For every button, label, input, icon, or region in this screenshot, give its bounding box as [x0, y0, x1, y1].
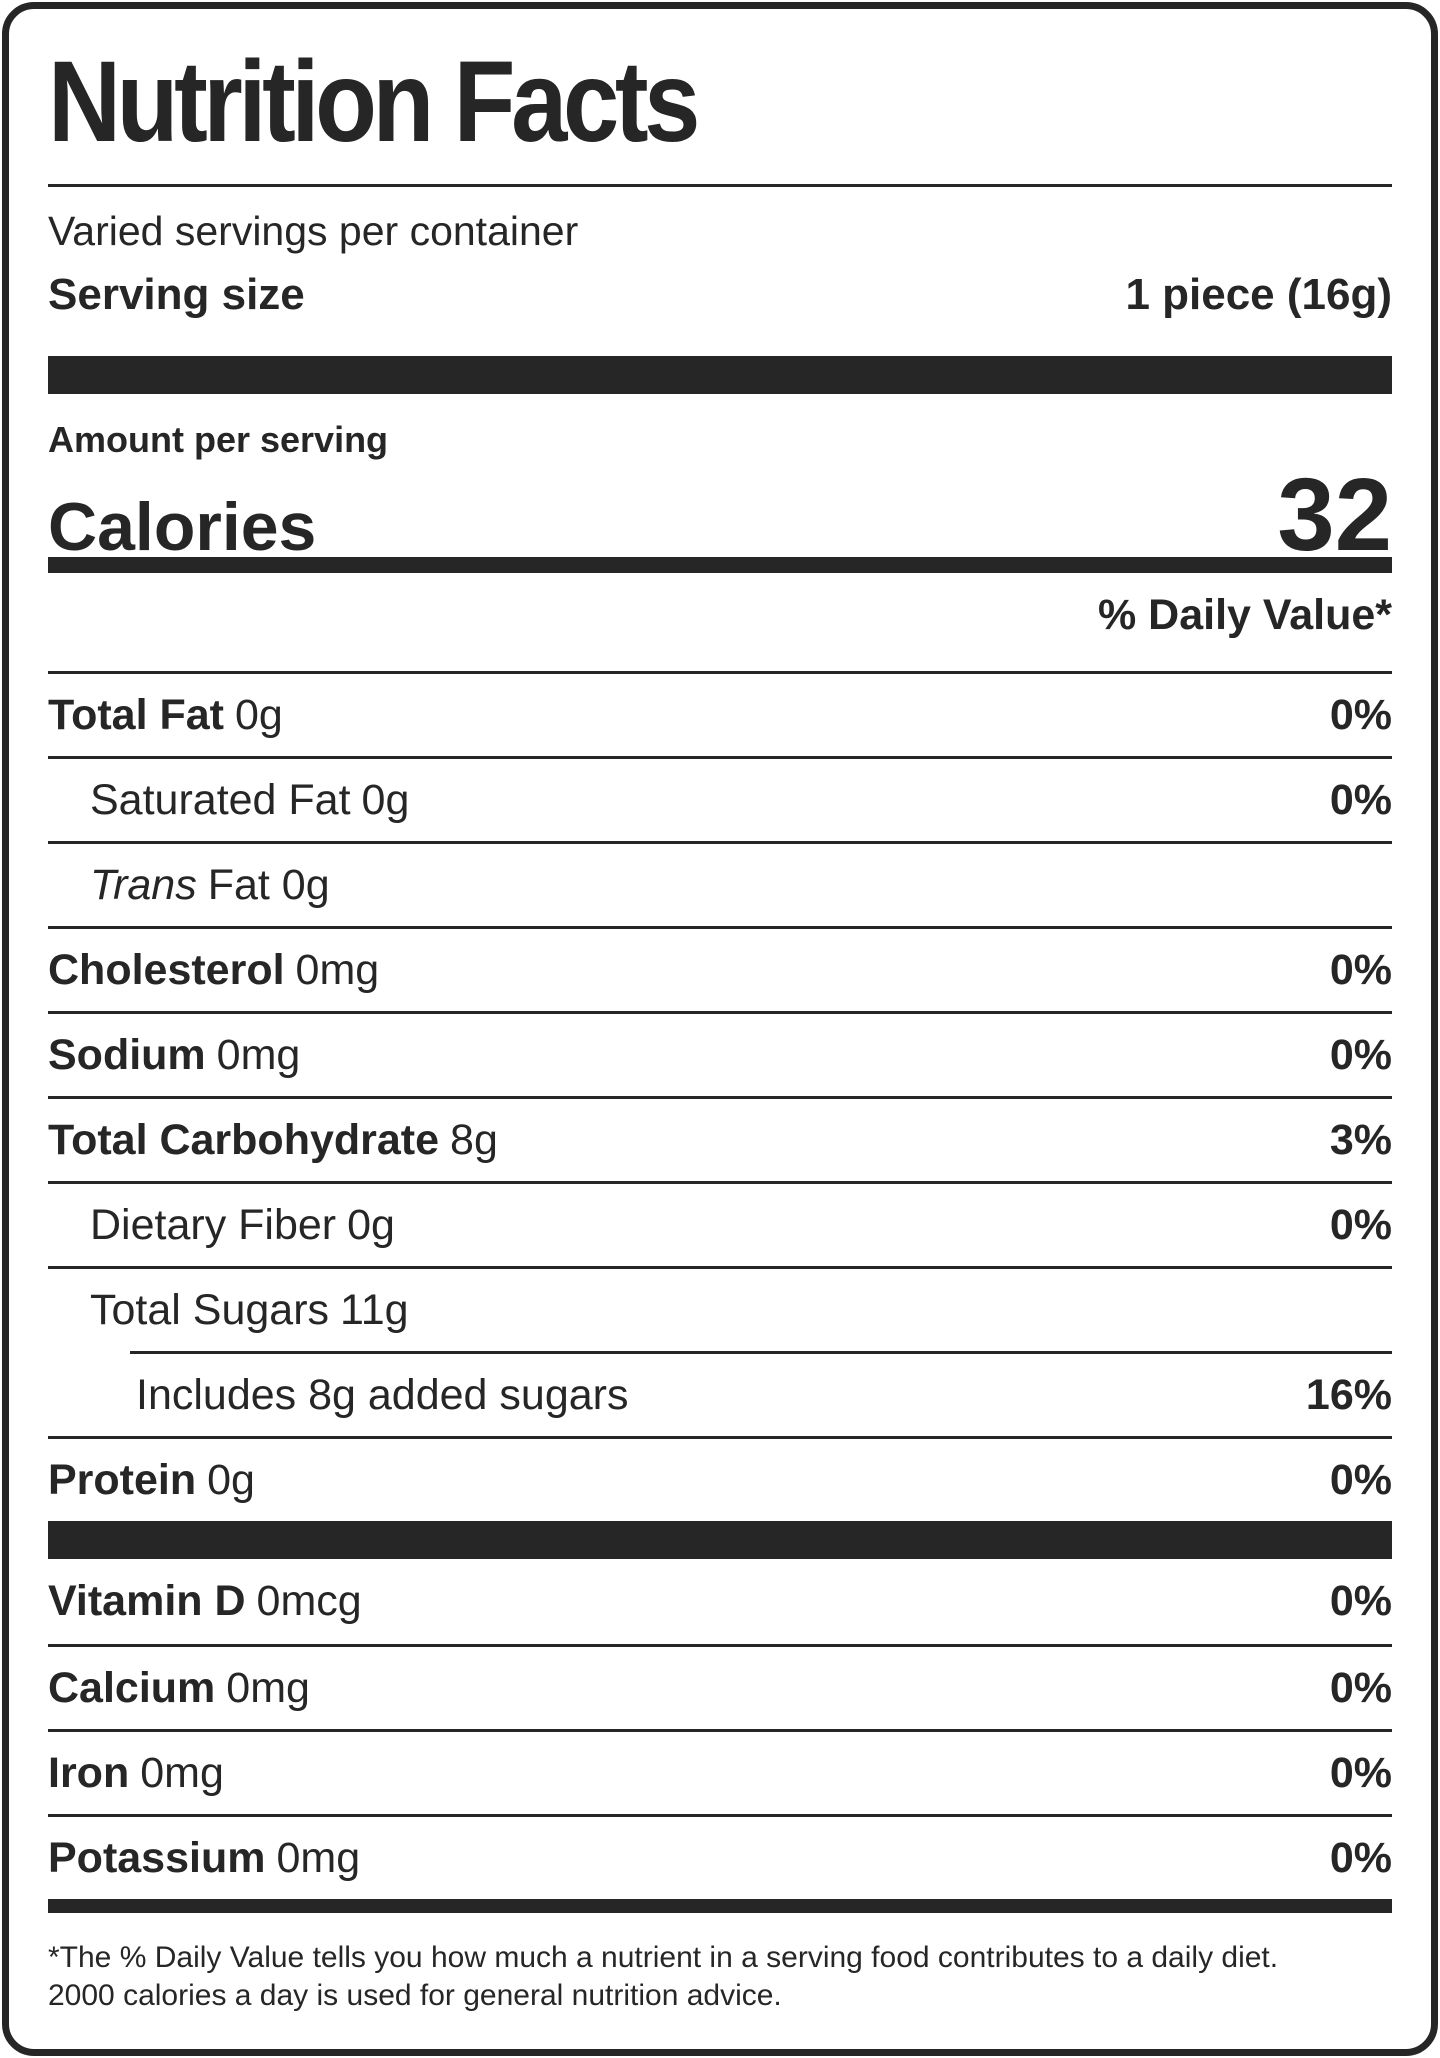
nutrient-name: Sodium: [48, 1030, 206, 1079]
nutrition-facts-label: Nutrition Facts Varied servings per cont…: [48, 0, 1392, 2015]
calories-label: Calories: [48, 489, 317, 566]
footnote-line-2: 2000 calories a day is used for general …: [48, 1979, 782, 2013]
serving-size-label: Serving size: [48, 269, 305, 319]
row-total-sugars: Total Sugars 11g: [48, 1266, 1392, 1351]
calories-row: Calories 32: [48, 460, 1392, 568]
vitamin-dv: 0%: [1329, 1663, 1392, 1712]
nutrient-amount: 0mg: [216, 1030, 301, 1079]
row-cholesterol: Cholesterol 0mg 0%: [48, 926, 1392, 1011]
row-total-carbohydrate: Total Carbohydrate 8g 3%: [48, 1096, 1392, 1181]
row-saturated-fat: Saturated Fat 0g 0%: [48, 756, 1392, 841]
row-total-fat: Total Fat 0g 0%: [48, 671, 1392, 756]
label-title: Nutrition Facts: [48, 38, 700, 166]
vitamin-dv: 0%: [1329, 1833, 1392, 1882]
vitamin-amount: 0mcg: [256, 1577, 362, 1626]
nutrient-name: Protein: [48, 1455, 197, 1504]
row-protein: Protein 0g 0%: [48, 1436, 1392, 1521]
row-trans-fat: Trans Fat 0g: [48, 841, 1392, 926]
nutrient-amount: 0mg: [295, 945, 380, 994]
nutrient-rows: Total Fat 0g 0% Saturated Fat 0g 0% Trans F…: [48, 671, 1392, 1521]
nutrient-name: Total Carbohydrate: [48, 1115, 440, 1164]
vitamin-name: Potassium: [48, 1833, 266, 1882]
vitamin-name: Iron: [48, 1748, 130, 1797]
nutrient-dv: 0%: [1329, 1200, 1392, 1249]
nutrient-name: Saturated Fat: [90, 775, 351, 824]
nutrient-amount: 11g: [340, 1285, 409, 1334]
vitamin-amount: 0mg: [276, 1833, 361, 1882]
nutrient-dv: 0%: [1329, 1455, 1392, 1504]
nutrient-name: Total Fat: [48, 690, 224, 739]
row-potassium: Potassium 0mg 0%: [48, 1814, 1392, 1899]
vitamin-amount: 0mg: [140, 1748, 224, 1797]
nutrient-name: Dietary Fiber: [90, 1200, 337, 1249]
vitamin-rows: Vitamin D 0mcg 0% Calcium 0mg 0% Iron 0mg 0…: [48, 1559, 1392, 1899]
row-calcium: Calcium 0mg 0%: [48, 1644, 1392, 1729]
nutrient-name: Trans: [90, 860, 197, 909]
vitamin-dv: 0%: [1329, 1577, 1392, 1626]
calories-value: 32: [1277, 457, 1392, 573]
nutrient-amount: 0g: [234, 690, 283, 739]
nutrient-dv: 0%: [1329, 1030, 1392, 1079]
nutrient-name: Includes 8g added sugars: [136, 1370, 629, 1419]
row-dietary-fiber: Dietary Fiber 0g 0%: [48, 1181, 1392, 1266]
footnote-line-1: *The % Daily Value tells you how much a …: [48, 1941, 1279, 1975]
nutrient-dv: 3%: [1329, 1115, 1392, 1164]
nutrient-amount: 0g: [347, 1200, 395, 1249]
vitamin-name: Calcium: [48, 1663, 216, 1712]
section-bar-vitamins: [48, 1521, 1392, 1560]
section-bar-footnote: [48, 1899, 1392, 1914]
nutrient-dv: 0%: [1329, 775, 1392, 824]
nutrient-name: Cholesterol: [48, 945, 285, 994]
nutrient-amount: 8g: [450, 1115, 498, 1164]
servings-per-container: Varied servings per container: [48, 208, 579, 255]
nutrient-dv: 0%: [1329, 690, 1392, 739]
nutrient-amount: Fat 0g: [207, 860, 330, 909]
row-added-sugars: Includes 8g added sugars 16%: [130, 1351, 1392, 1436]
serving-size-row: Serving size 1 piece (16g): [48, 270, 1392, 319]
vitamin-amount: 0mg: [226, 1663, 310, 1712]
vitamin-name: Vitamin D: [48, 1577, 246, 1626]
nutrient-amount: 0g: [361, 775, 410, 824]
daily-value-footnote: *The % Daily Value tells you how much a …: [48, 1939, 1392, 2015]
section-bar-serving: [48, 355, 1392, 394]
daily-value-header: % Daily Value*: [1098, 591, 1392, 640]
row-sodium: Sodium 0mg 0%: [48, 1011, 1392, 1096]
row-vitamin-d: Vitamin D 0mcg 0%: [48, 1559, 1392, 1644]
nutrient-dv: 0%: [1329, 945, 1392, 994]
nutrient-dv: 16%: [1305, 1370, 1392, 1419]
section-bar-calories: [48, 557, 1392, 574]
serving-size-value: 1 piece (16g): [1125, 269, 1392, 319]
row-iron: Iron 0mg 0%: [48, 1729, 1392, 1814]
vitamin-dv: 0%: [1329, 1748, 1392, 1797]
nutrient-amount: 0g: [207, 1455, 255, 1504]
title-divider: [48, 184, 1392, 188]
nutrient-name: Total Sugars: [90, 1285, 330, 1334]
amount-per-serving-label: Amount per serving: [48, 418, 389, 460]
